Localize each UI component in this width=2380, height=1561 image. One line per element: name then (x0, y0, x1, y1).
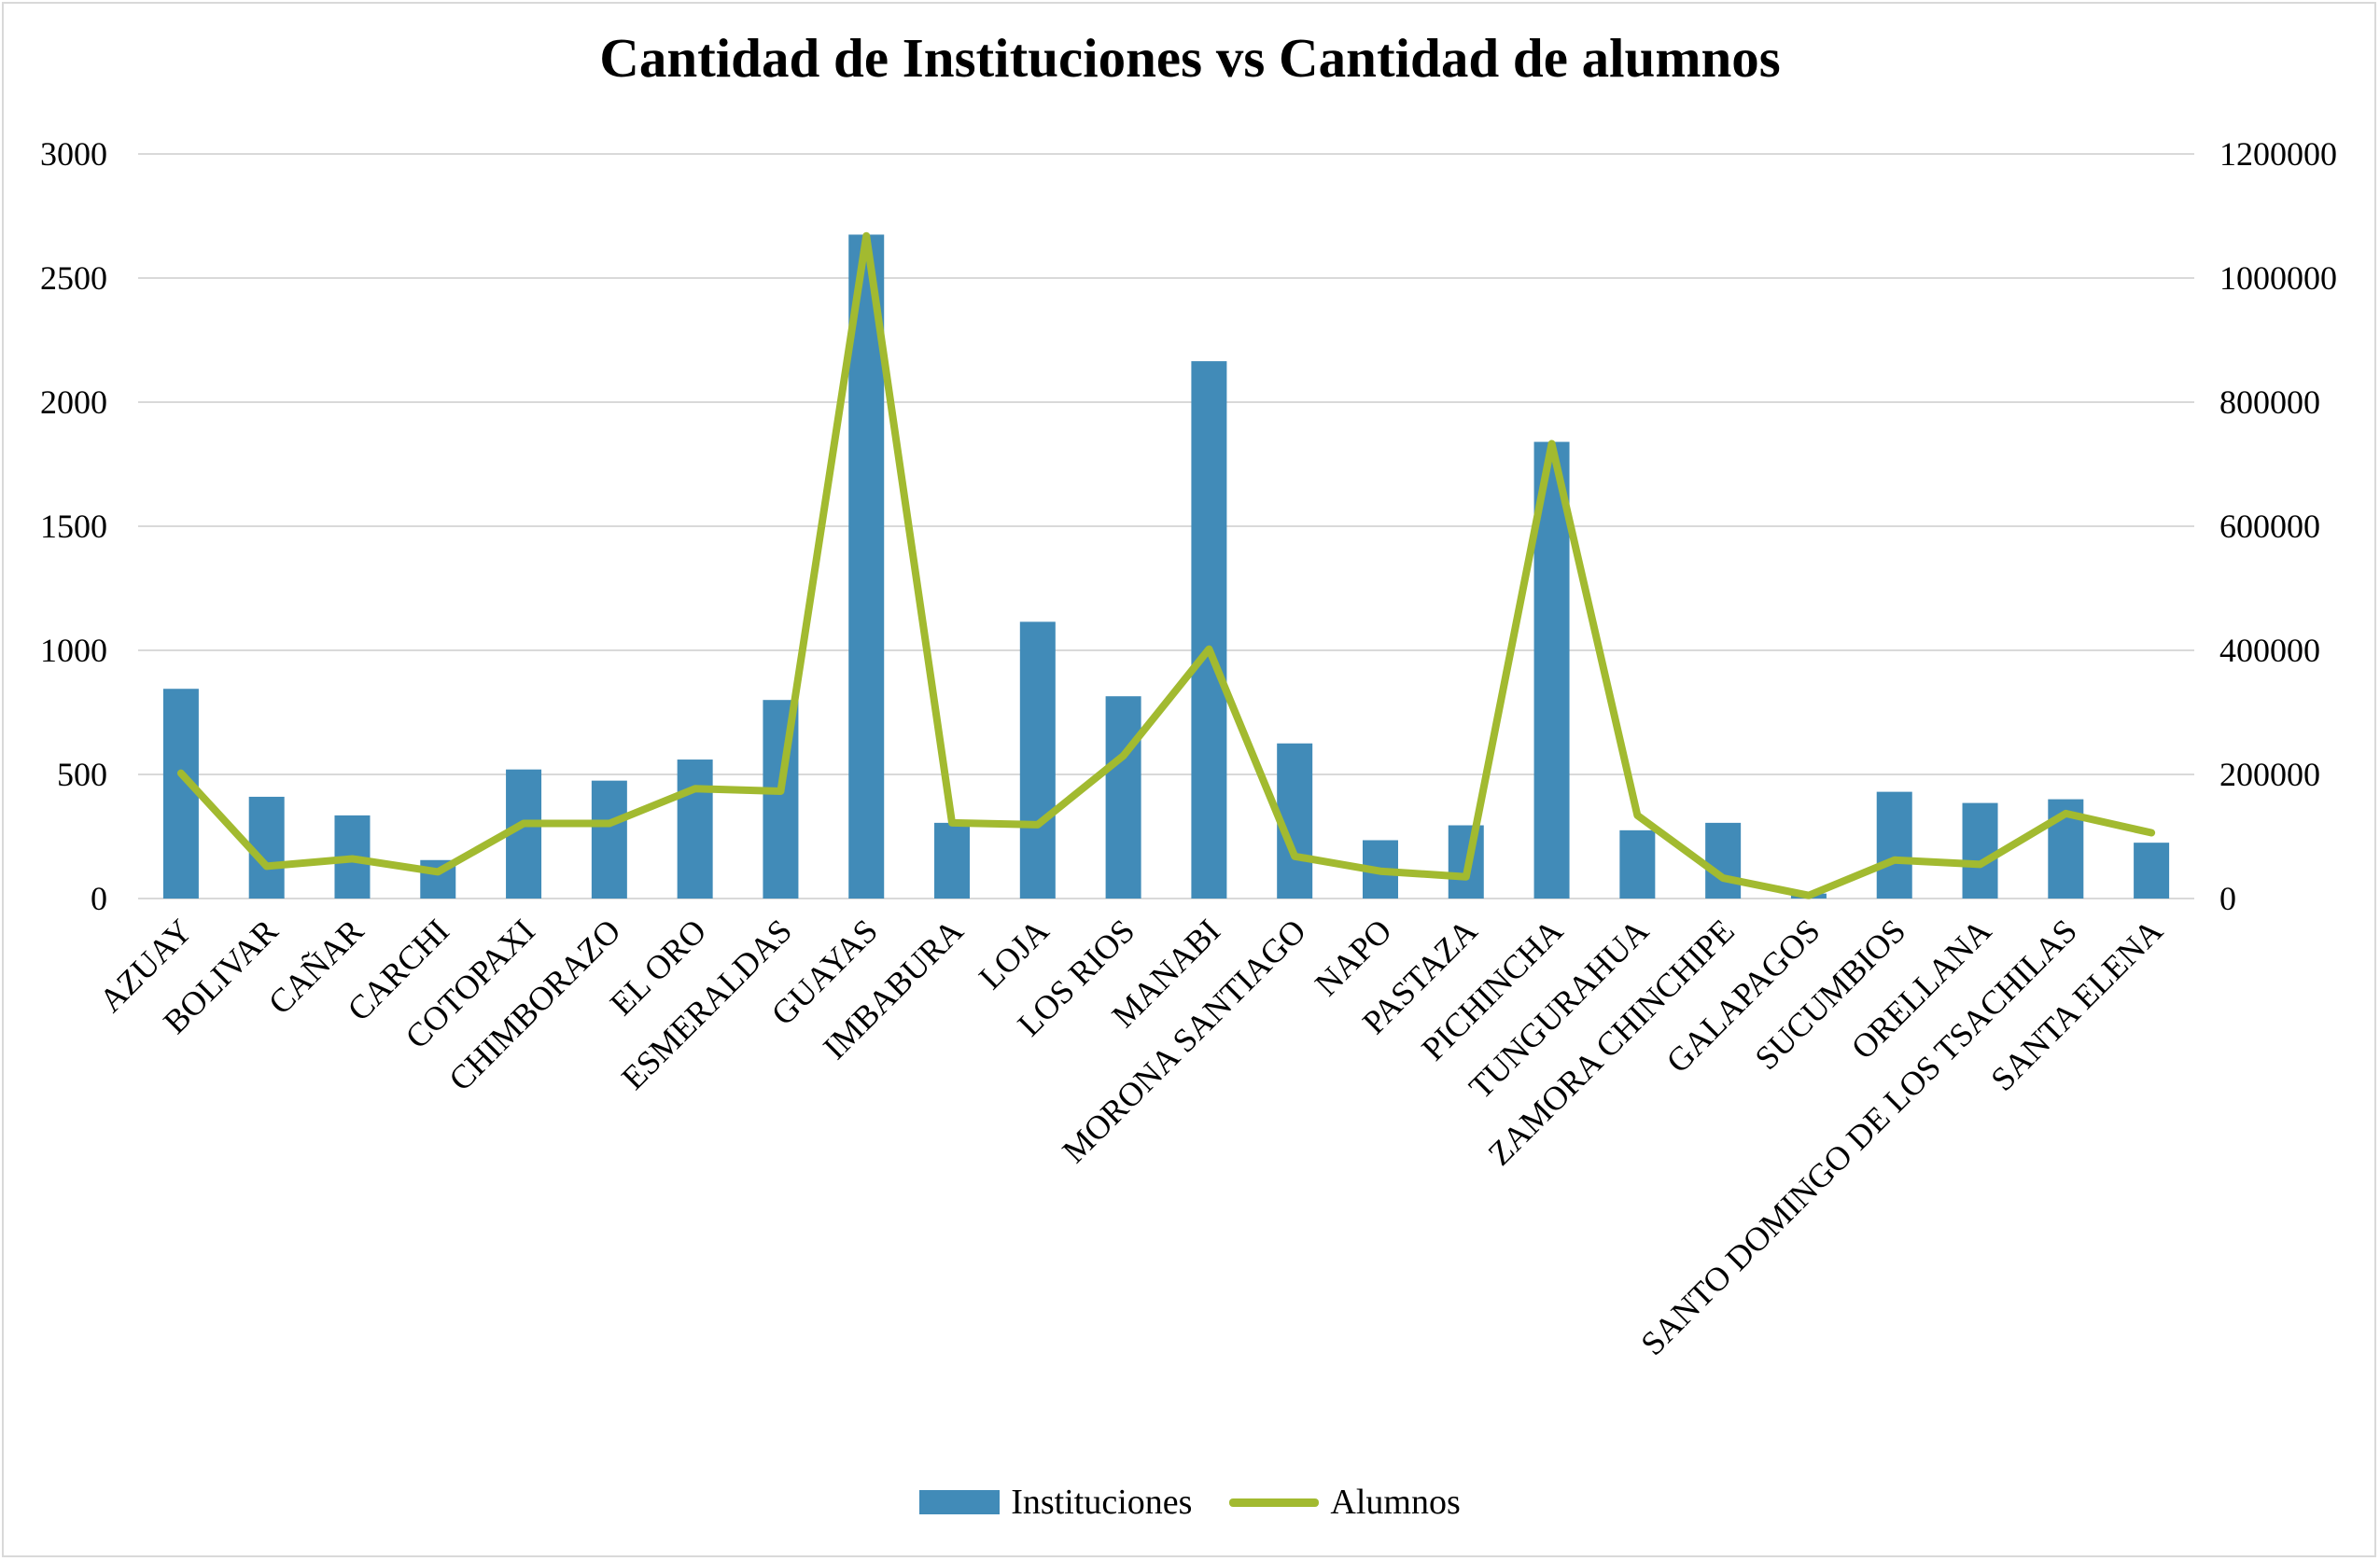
line-alumnos (176, 231, 2156, 899)
legend: Instituciones Alumnos (0, 1479, 2380, 1526)
right-axis-tick-label: 1200000 (2219, 135, 2337, 173)
left-axis-tick-label: 0 (91, 880, 107, 917)
left-axis-tick-label: 2000 (40, 383, 107, 421)
legend-label-line: Alumnos (1330, 1483, 1461, 1522)
right-axis-tick-label: 600000 (2219, 508, 2320, 545)
legend-swatch-bar (919, 1490, 1001, 1514)
bar-chimborazo (591, 780, 627, 899)
bar-imbabura (934, 822, 971, 899)
legend-item-line: Alumnos (1229, 1482, 1461, 1523)
bar-guayas (848, 234, 885, 899)
legend-item-bars: Instituciones (919, 1482, 1192, 1523)
bar-sucumbios (1876, 791, 1912, 899)
gridlines (138, 153, 2194, 899)
bar-bolivar (248, 796, 285, 899)
right-axis-tick-label: 400000 (2219, 632, 2320, 669)
bar-orellana (1962, 802, 1998, 899)
right-axis-tick-label: 0 (2219, 880, 2236, 917)
bar-azuay (162, 689, 199, 899)
right-axis-tick-label: 200000 (2219, 756, 2320, 793)
line-series (176, 231, 2156, 899)
bar-el-oro (677, 760, 713, 899)
bar-loja (1019, 621, 1056, 899)
left-axis-tick-label: 2500 (40, 259, 107, 297)
left-axis-ticks: 0 500 1000 1500 2000 2500 3000 (40, 135, 107, 917)
legend-label-bars: Instituciones (1011, 1483, 1193, 1522)
bar-los-rios (1105, 696, 1141, 899)
right-axis-ticks: 0 200000 400000 600000 800000 1000000 1200000 (2219, 135, 2337, 917)
bar-manabi (1191, 361, 1227, 899)
left-axis-tick-label: 3000 (40, 135, 107, 173)
legend-swatch-line (1229, 1498, 1320, 1507)
right-axis-tick-label: 1000000 (2219, 259, 2337, 297)
x-axis-ticks: AZUAYBOLIVARCAÑARCARCHICOTOPAXICHIMBORAZ… (92, 912, 2170, 1362)
bar-santa-elena (2134, 843, 2170, 899)
bar-tungurahua (1619, 829, 1656, 899)
bar-zamora-chinchipe (1705, 822, 1742, 899)
x-axis-tick-label: SUCUMBIOS (1748, 912, 1913, 1077)
left-axis-tick-label: 1500 (40, 508, 107, 545)
left-axis-tick-label: 500 (57, 756, 107, 793)
chart-title: Cantidad de Instituciones vs Cantidad de… (599, 27, 1781, 89)
bar-series (162, 234, 2170, 899)
left-axis-tick-label: 1000 (40, 632, 107, 669)
right-axis-tick-label: 800000 (2219, 383, 2320, 421)
